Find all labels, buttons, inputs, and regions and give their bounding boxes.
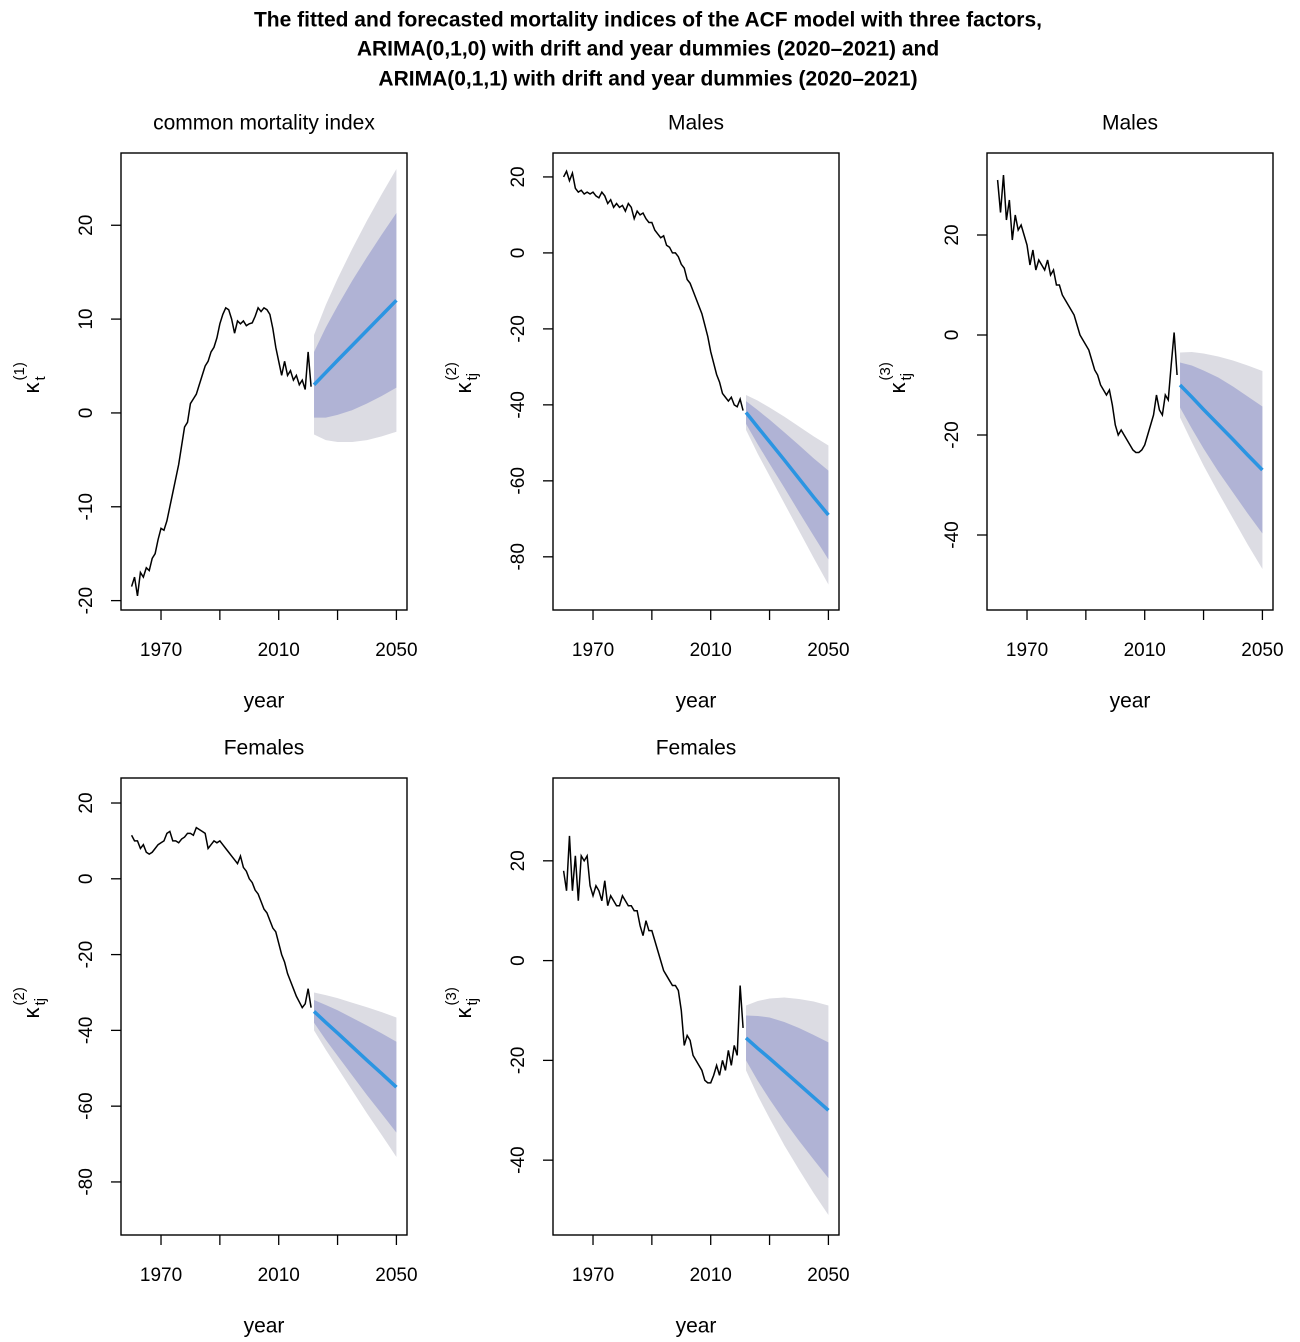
panel-title: Females (656, 737, 737, 760)
y-axis-symbol: κ (885, 382, 910, 394)
y-axis-symbol: κ (19, 382, 44, 394)
fitted-line (562, 169, 744, 411)
y-tick-label: -40 (76, 1017, 97, 1044)
x-tick-label: 2010 (690, 640, 732, 661)
x-tick-label: 2050 (807, 1265, 849, 1286)
y-axis-title: κtj (3) (877, 362, 915, 393)
y-tick-label: 20 (76, 792, 97, 813)
y-axis-symbol: κ (19, 1007, 44, 1019)
panel: 1970 2010 2050 -40 -20 0 20 Males year κtj (3) (877, 112, 1284, 713)
y-tick-label: -20 (76, 941, 97, 968)
y-axis-symbol: κ (451, 1007, 476, 1019)
y-tick-label: 20 (76, 215, 97, 236)
x-tick-label: 1970 (140, 1265, 182, 1286)
main-title: ARIMA(0,1,0) with drift and year dummies… (357, 38, 939, 61)
fitted-line (996, 174, 1178, 454)
forecast-mean-line (312, 1010, 398, 1089)
y-tick-label: -20 (508, 315, 529, 342)
y-axis-superscript: (2) (11, 987, 28, 1005)
y-tick-label: 20 (942, 224, 963, 245)
y-axis-superscript: (2) (443, 362, 460, 380)
panel-title: common mortality index (153, 112, 375, 135)
panel-title: Males (668, 112, 724, 135)
plot-frame (552, 777, 840, 1236)
forecast-mean-line (744, 411, 830, 517)
x-axis-title: year (676, 690, 717, 713)
x-axis-title: year (244, 690, 285, 713)
x-tick-label: 1970 (1006, 640, 1048, 661)
y-tick-label: -60 (508, 467, 529, 494)
x-tick-label: 2050 (807, 640, 849, 661)
forecast-mean-line (744, 1036, 830, 1112)
y-axis-subscript: tj (464, 998, 481, 1006)
fitted-line (562, 835, 744, 1084)
panel: 1970 2010 2050 -40 -20 0 20 Females year κtj (3) (443, 737, 850, 1338)
y-tick-label: -10 (76, 493, 97, 520)
x-tick-label: 2050 (1241, 640, 1283, 661)
y-axis-title: κtj (3) (443, 987, 481, 1018)
y-axis-symbol: κ (451, 382, 476, 394)
y-tick-label: 0 (76, 408, 97, 419)
main-title: ARIMA(0,1,1) with drift and year dummies… (378, 68, 917, 91)
x-tick-label: 2010 (1124, 640, 1166, 661)
forecast-mean-line (1178, 383, 1264, 472)
x-tick-label: 2050 (375, 640, 417, 661)
x-tick-label: 2010 (258, 640, 300, 661)
x-tick-label: 1970 (140, 640, 182, 661)
x-axis-title: year (1110, 690, 1151, 713)
x-tick-label: 2010 (258, 1265, 300, 1286)
fitted-line (130, 306, 312, 597)
y-tick-label: -60 (76, 1092, 97, 1119)
y-tick-label: -80 (508, 543, 529, 570)
main-title: The fitted and forecasted mortality indi… (254, 9, 1042, 32)
x-tick-label: 2010 (690, 1265, 732, 1286)
y-axis-superscript: (3) (877, 362, 894, 380)
panel-title: Females (224, 737, 305, 760)
panel: 1970 2010 2050 -20 -10 0 10 20 common mortality … (11, 112, 418, 713)
x-axis-title: year (676, 1315, 717, 1338)
x-tick-label: 1970 (572, 1265, 614, 1286)
y-axis-superscript: (3) (443, 987, 460, 1005)
y-tick-label: -20 (942, 421, 963, 448)
y-tick-label: 20 (508, 850, 529, 871)
y-axis-title: κtj (2) (11, 987, 49, 1018)
plot-frame (552, 152, 840, 611)
y-tick-label: -80 (76, 1168, 97, 1195)
panel-title: Males (1102, 112, 1158, 135)
y-axis-subscript: tj (464, 373, 481, 381)
y-tick-label: -40 (508, 391, 529, 418)
panel: 1970 2010 2050 -80 -60 -40 -20 0 20 Females year κt… (11, 737, 418, 1338)
band-80 (314, 1000, 397, 1133)
y-tick-label: 0 (76, 874, 97, 885)
y-tick-label: -20 (508, 1047, 529, 1074)
plot-frame (120, 777, 408, 1236)
y-axis-subscript: tj (32, 998, 49, 1006)
x-tick-label: 2050 (375, 1265, 417, 1286)
x-tick-label: 1970 (572, 640, 614, 661)
y-tick-label: -40 (942, 521, 963, 548)
y-tick-label: -40 (508, 1146, 529, 1173)
plot-frame (986, 152, 1274, 611)
fitted-line (130, 826, 312, 1010)
y-axis-title: κt (1) (11, 362, 49, 393)
y-axis-superscript: (1) (11, 362, 28, 380)
panel: 1970 2010 2050 -80 -60 -40 -20 0 20 Males year κtj (… (443, 112, 850, 713)
band-80 (314, 213, 397, 418)
x-axis-title: year (244, 1315, 285, 1338)
y-tick-label: 0 (508, 955, 529, 966)
y-tick-label: 10 (76, 309, 97, 330)
y-tick-label: 0 (942, 330, 963, 341)
y-tick-label: 0 (508, 248, 529, 259)
y-tick-label: 20 (508, 166, 529, 187)
forecast-mean-line (312, 299, 398, 386)
y-axis-subscript: tj (898, 373, 915, 381)
plot-frame (120, 152, 408, 611)
y-axis-title: κtj (2) (443, 362, 481, 393)
y-axis-subscript: t (32, 376, 49, 381)
y-tick-label: -20 (76, 587, 97, 614)
